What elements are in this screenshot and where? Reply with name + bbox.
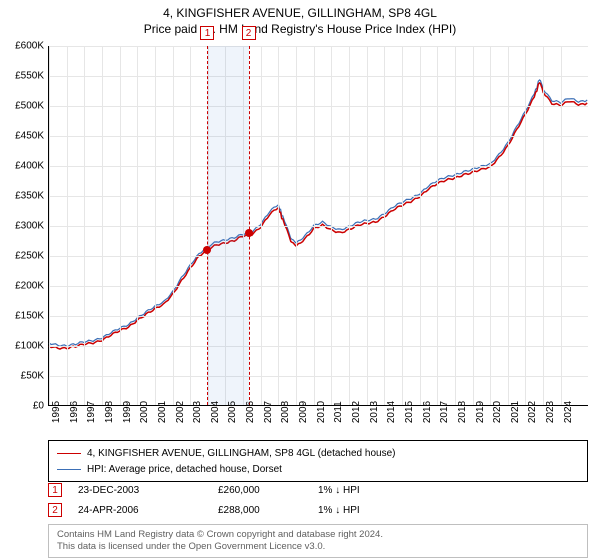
x-axis-label: 2003 <box>192 401 203 423</box>
sale-diff: 1% ↓ HPI <box>318 485 418 496</box>
sale-row: 1 23-DEC-2003 £260,000 1% ↓ HPI <box>48 480 588 500</box>
x-axis-label: 2015 <box>404 401 415 423</box>
sale-date: 24-APR-2006 <box>78 505 218 516</box>
x-axis-label: 2024 <box>563 401 574 423</box>
x-axis-label: 2022 <box>527 401 538 423</box>
x-axis-label: 2000 <box>139 401 150 423</box>
x-axis-label: 2019 <box>475 401 486 423</box>
x-axis-label: 2005 <box>227 401 238 423</box>
series-hpi <box>49 80 587 346</box>
y-axis-label: £550K <box>0 71 44 82</box>
sales-table: 1 23-DEC-2003 £260,000 1% ↓ HPI 2 24-APR… <box>48 480 588 520</box>
event-marker: 1 <box>200 26 214 40</box>
legend-box: 4, KINGFISHER AVENUE, GILLINGHAM, SP8 4G… <box>48 440 588 482</box>
y-axis-label: £50K <box>0 371 44 382</box>
x-axis-label: 2016 <box>422 401 433 423</box>
y-axis-label: £450K <box>0 131 44 142</box>
x-axis-label: 1996 <box>69 401 80 423</box>
x-axis-label: 2018 <box>457 401 468 423</box>
x-axis-label: 2009 <box>298 401 309 423</box>
x-axis-label: 1997 <box>86 401 97 423</box>
legend-swatch <box>57 453 81 454</box>
event-band <box>207 46 248 405</box>
sale-point-marker <box>203 246 211 254</box>
x-axis-label: 2020 <box>492 401 503 423</box>
title-subtitle: Price paid vs. HM Land Registry's House … <box>0 22 600 36</box>
attribution-line: Contains HM Land Registry data © Crown c… <box>57 529 579 541</box>
sale-date: 23-DEC-2003 <box>78 485 218 496</box>
y-axis-label: £600K <box>0 41 44 52</box>
x-axis-label: 2017 <box>439 401 450 423</box>
event-line <box>249 46 250 405</box>
event-line <box>207 46 208 405</box>
legend-label: HPI: Average price, detached house, Dors… <box>87 464 282 475</box>
x-axis-label: 2021 <box>510 401 521 423</box>
attribution-line: This data is licensed under the Open Gov… <box>57 541 579 553</box>
attribution-box: Contains HM Land Registry data © Crown c… <box>48 524 588 558</box>
y-axis-label: £400K <box>0 161 44 172</box>
sale-row: 2 24-APR-2006 £288,000 1% ↓ HPI <box>48 500 588 520</box>
sale-diff: 1% ↓ HPI <box>318 505 418 516</box>
y-axis-label: £100K <box>0 341 44 352</box>
chart-plot-area: 12 <box>48 46 588 406</box>
x-axis-label: 2013 <box>369 401 380 423</box>
x-axis-label: 2011 <box>333 401 344 423</box>
sale-price: £288,000 <box>218 505 318 516</box>
x-axis-label: 2012 <box>351 401 362 423</box>
sale-marker: 1 <box>48 483 62 497</box>
legend-swatch <box>57 469 81 470</box>
title-block: 4, KINGFISHER AVENUE, GILLINGHAM, SP8 4G… <box>0 0 600 38</box>
x-axis-label: 1998 <box>104 401 115 423</box>
title-address: 4, KINGFISHER AVENUE, GILLINGHAM, SP8 4G… <box>0 6 600 20</box>
x-axis-label: 2001 <box>157 401 168 423</box>
x-axis-label: 2010 <box>316 401 327 423</box>
sale-marker: 2 <box>48 503 62 517</box>
x-axis-label: 1999 <box>122 401 133 423</box>
legend-item: 4, KINGFISHER AVENUE, GILLINGHAM, SP8 4G… <box>57 445 579 461</box>
sale-price: £260,000 <box>218 485 318 496</box>
legend-label: 4, KINGFISHER AVENUE, GILLINGHAM, SP8 4G… <box>87 448 395 459</box>
event-marker: 2 <box>242 26 256 40</box>
x-axis-label: 2007 <box>263 401 274 423</box>
x-axis-label: 2004 <box>210 401 221 423</box>
y-axis-label: £200K <box>0 281 44 292</box>
x-axis-label: 2014 <box>386 401 397 423</box>
x-axis-label: 1995 <box>51 401 62 423</box>
x-axis-label: 2023 <box>545 401 556 423</box>
y-axis-label: £300K <box>0 221 44 232</box>
sale-point-marker <box>245 229 253 237</box>
y-axis-label: £150K <box>0 311 44 322</box>
x-axis-label: 2002 <box>175 401 186 423</box>
legend-item: HPI: Average price, detached house, Dors… <box>57 461 579 477</box>
y-axis-label: £250K <box>0 251 44 262</box>
series-price-paid <box>49 83 587 349</box>
chart-container: 4, KINGFISHER AVENUE, GILLINGHAM, SP8 4G… <box>0 0 600 560</box>
x-axis-label: 2006 <box>245 401 256 423</box>
y-axis-label: £0 <box>0 401 44 412</box>
x-axis-label: 2008 <box>280 401 291 423</box>
y-axis-label: £350K <box>0 191 44 202</box>
y-axis-label: £500K <box>0 101 44 112</box>
